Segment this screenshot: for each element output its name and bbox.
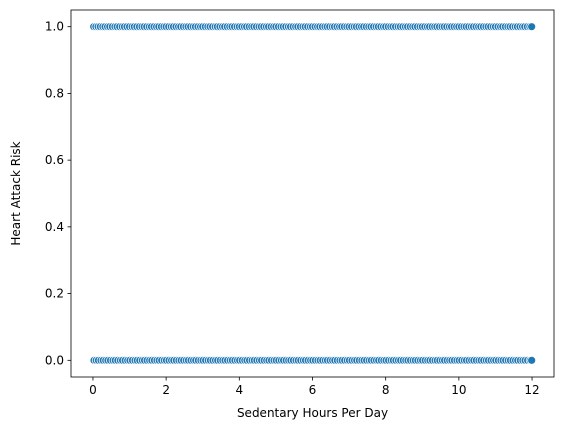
x-tick-label: 8: [382, 383, 390, 397]
data-point: [527, 22, 537, 32]
data-point: [527, 355, 537, 365]
x-tick-label: 10: [451, 383, 466, 397]
x-tick-label: 4: [235, 383, 243, 397]
y-tick-label: 0.2: [45, 287, 64, 301]
y-tick-label: 0.6: [45, 153, 64, 167]
x-axis-ticks: 0 2 4 6 8 10 12: [89, 377, 540, 397]
x-tick-label: 6: [309, 383, 317, 397]
x-tick-label: 0: [89, 383, 97, 397]
y-axis-label: Heart Attack Risk: [9, 141, 23, 245]
y-tick-label: 1.0: [45, 20, 64, 34]
points-layer: [89, 22, 537, 365]
y-tick-label: 0.0: [45, 353, 64, 367]
y-tick-label: 0.8: [45, 86, 64, 100]
x-tick-label: 2: [162, 383, 170, 397]
plot-frame: [70, 9, 555, 378]
x-axis-label: Sedentary Hours Per Day: [237, 406, 388, 420]
x-tick-label: 12: [524, 383, 539, 397]
y-tick-label: 0.4: [45, 220, 64, 234]
y-axis-ticks: 0.0 0.2 0.4 0.6 0.8 1.0: [45, 20, 71, 367]
